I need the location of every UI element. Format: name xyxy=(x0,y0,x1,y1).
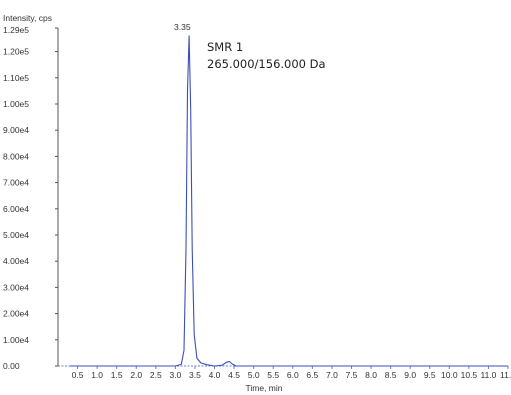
x-tick-label: 7.5 xyxy=(346,370,358,380)
peak-label: 3.35 xyxy=(174,22,191,32)
x-tick-label: 9.5 xyxy=(424,370,436,380)
x-tick-label: 6.5 xyxy=(306,370,318,380)
y-axis-title: Intensity, cps xyxy=(3,13,52,23)
x-tick-label: 4.0 xyxy=(209,370,221,380)
y-tick-label: 2.00e4 xyxy=(3,309,29,319)
y-tick-label: 8.00e4 xyxy=(3,151,29,161)
x-tick-label: 8.0 xyxy=(365,370,377,380)
y-tick-label: 1.00e4 xyxy=(3,335,29,345)
y-tick-label: 5.00e4 xyxy=(3,230,29,240)
y-tick-label: 6.00e4 xyxy=(3,204,29,214)
x-tick-label: 11.0 xyxy=(480,370,496,380)
x-tick-label: 5.5 xyxy=(267,370,279,380)
y-axis-ticks: 0.00 1.00e4 2.00e4 3.00e4 4.00e4 5.00e4 6.00e4… xyxy=(3,27,58,371)
y-tick-label: 7.00e4 xyxy=(3,178,29,188)
y-tick-label: 1.20e5 xyxy=(3,47,29,57)
x-tick-label: 10.0 xyxy=(441,370,458,380)
y-tick-label: 3.00e4 xyxy=(3,282,29,292)
x-tick-label: 0.5 xyxy=(72,370,84,380)
x-tick-label: 5.0 xyxy=(248,370,260,380)
y-tick-label: 0.00 xyxy=(3,361,20,371)
annotation-line-2: 265.000/156.000 Da xyxy=(207,57,326,71)
x-tick-label: 3.5 xyxy=(189,370,201,380)
series-group xyxy=(69,35,508,367)
x-tick-label: 9.0 xyxy=(404,370,416,380)
x-tick-label: 7.0 xyxy=(326,370,338,380)
x-tick-label: 2.5 xyxy=(150,370,162,380)
x-tick-label: 2.0 xyxy=(130,370,142,380)
annotation-line-1: SMR 1 xyxy=(207,40,243,54)
x-axis-title: Time, min xyxy=(246,383,283,393)
y-axis-top-label: 1.29e5 xyxy=(3,25,29,35)
x-tick-label: 8.5 xyxy=(385,370,397,380)
x-tick-label: 3.0 xyxy=(169,370,181,380)
y-tick-label: 1.00e5 xyxy=(3,99,29,109)
y-tick-label: 1.10e5 xyxy=(3,73,29,83)
y-tick-label: 9.00e4 xyxy=(3,125,29,135)
x-tick-label: 1.5 xyxy=(111,370,123,380)
x-axis-ticks: 0.5 1.0 1.5 2.0 2.5 3.0 3.5 4.0 4.5 5.0 5.5 6.0 6.5 7… xyxy=(72,366,511,380)
x-tick-label: 6.0 xyxy=(287,370,299,380)
x-tick-label: 1.0 xyxy=(91,370,103,380)
x-tick-label: 11.5 xyxy=(500,370,511,380)
chromatogram-trace xyxy=(69,35,508,367)
x-tick-label: 10.5 xyxy=(461,370,478,380)
y-tick-label: 4.00e4 xyxy=(3,256,29,266)
x-tick-label: 4.5 xyxy=(228,370,240,380)
